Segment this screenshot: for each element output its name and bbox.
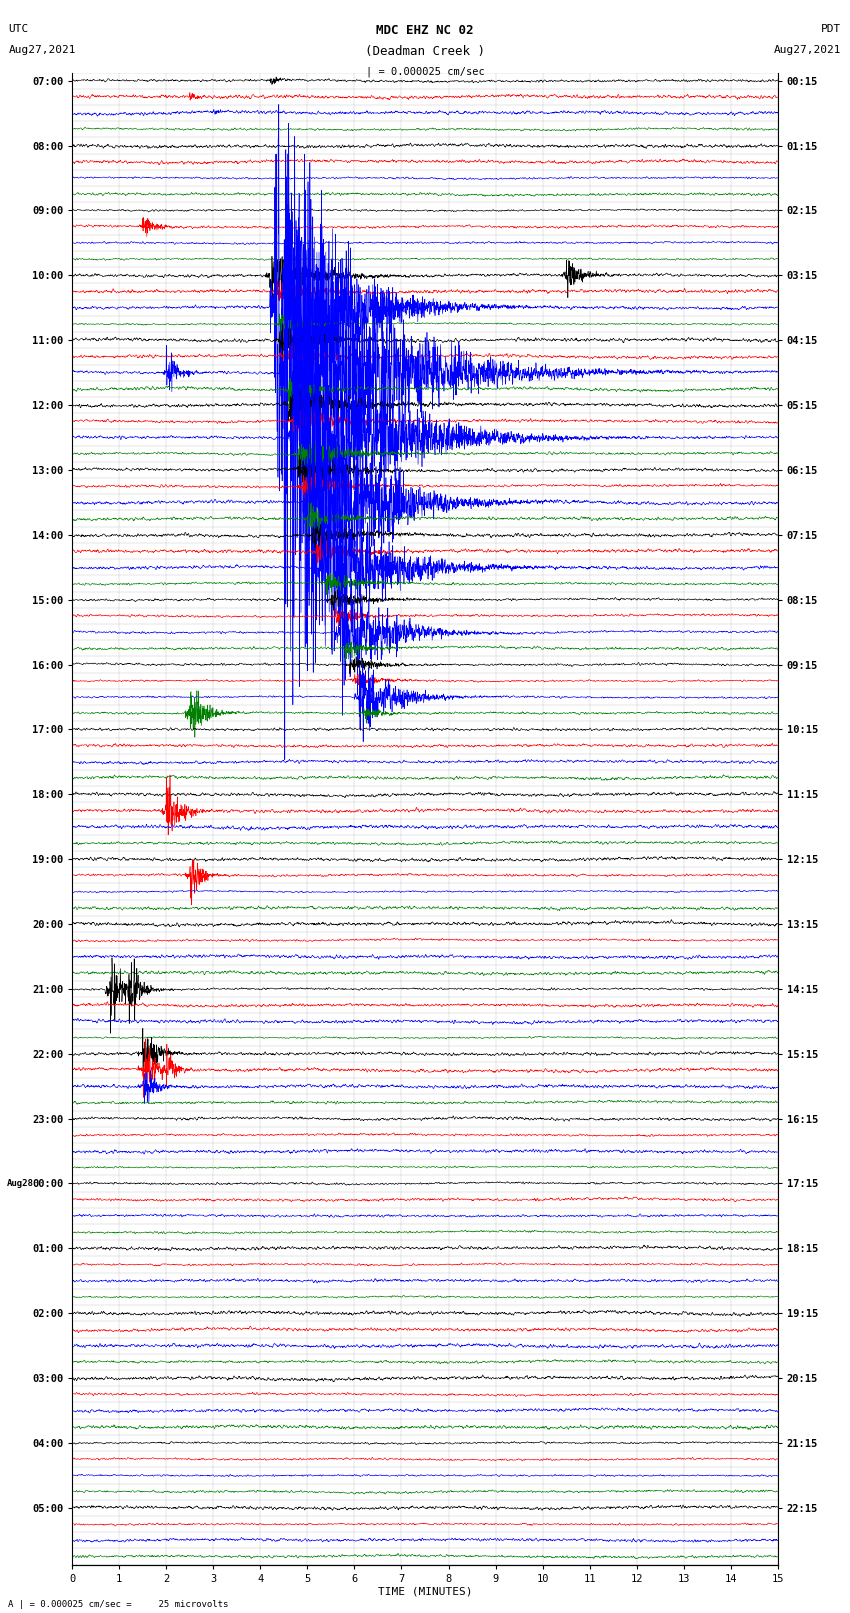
Text: PDT: PDT (821, 24, 842, 34)
Text: | = 0.000025 cm/sec: | = 0.000025 cm/sec (366, 66, 484, 77)
Text: UTC: UTC (8, 24, 29, 34)
Text: Aug28: Aug28 (7, 1179, 33, 1189)
Text: A | = 0.000025 cm/sec =     25 microvolts: A | = 0.000025 cm/sec = 25 microvolts (8, 1600, 229, 1608)
Text: (Deadman Creek ): (Deadman Creek ) (365, 45, 485, 58)
Text: Aug27,2021: Aug27,2021 (774, 45, 842, 55)
X-axis label: TIME (MINUTES): TIME (MINUTES) (377, 1587, 473, 1597)
Text: MDC EHZ NC 02: MDC EHZ NC 02 (377, 24, 473, 37)
Text: Aug27,2021: Aug27,2021 (8, 45, 76, 55)
